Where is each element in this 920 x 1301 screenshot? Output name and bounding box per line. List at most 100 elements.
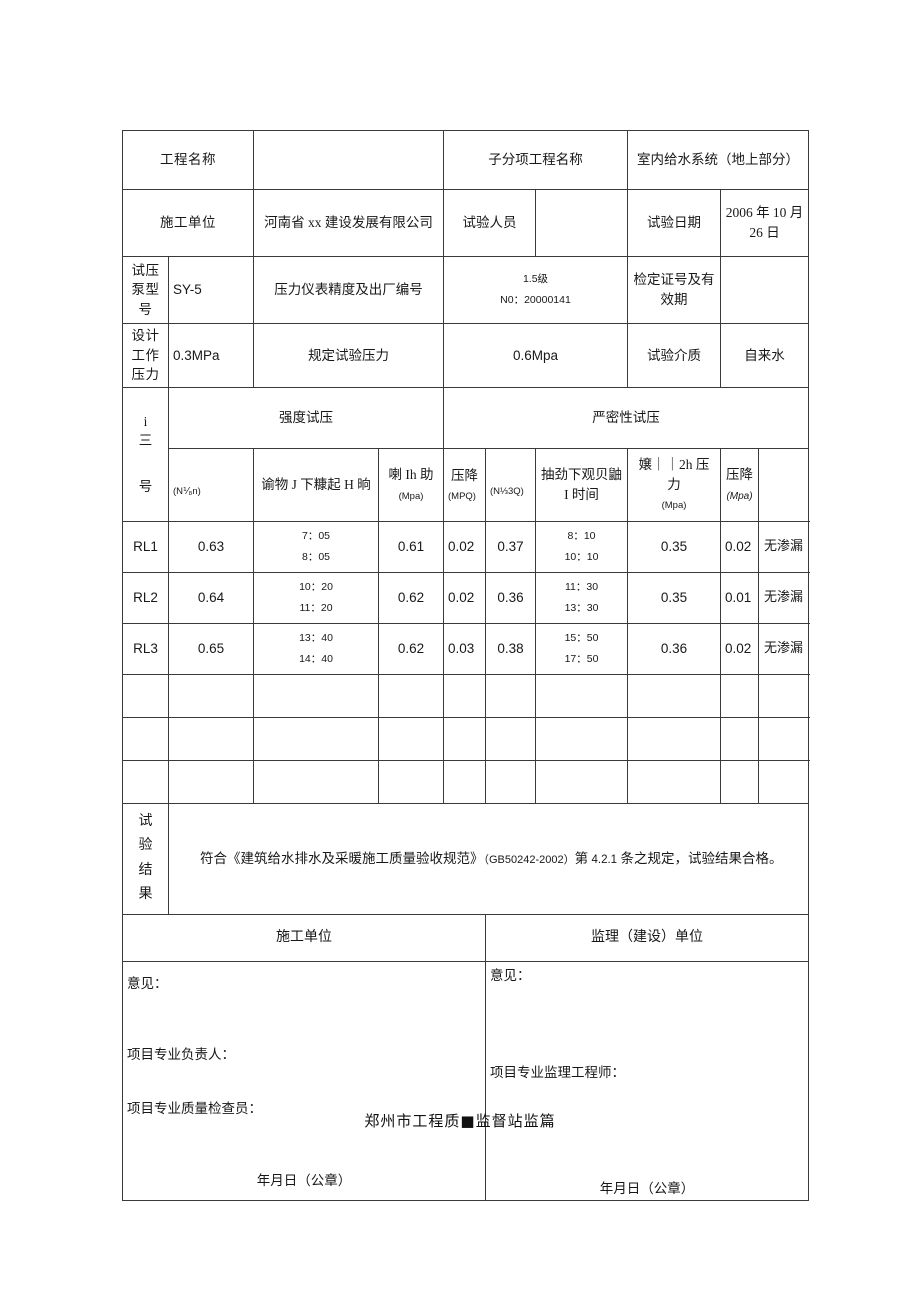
cell-no[interactable] bbox=[122, 716, 169, 761]
cell-strength-after[interactable]: 0.62 bbox=[378, 622, 444, 675]
cell-conclusion[interactable] bbox=[758, 759, 809, 804]
cell-tightness-2h[interactable]: 0.36 bbox=[627, 622, 721, 675]
cell-strength-pressure[interactable]: 0.65 bbox=[168, 622, 254, 675]
row-group-headers: i 三 号 强度试压 严密性试压 bbox=[122, 386, 809, 522]
group-header-strength: 强度试压 bbox=[168, 386, 444, 449]
cell-strength-pressure[interactable] bbox=[168, 759, 254, 804]
cell-strength-time[interactable]: 7：05 8：05 bbox=[253, 520, 379, 573]
cell-strength-after[interactable] bbox=[378, 673, 444, 718]
cell-tightness-2h[interactable] bbox=[627, 716, 721, 761]
cell-tightness-drop[interactable] bbox=[720, 673, 759, 718]
cell-tightness-pressure[interactable]: 0.36 bbox=[485, 571, 536, 624]
cell-tightness-pressure[interactable] bbox=[485, 759, 536, 804]
cell-strength-after[interactable]: 0.62 bbox=[378, 571, 444, 624]
cell-strength-after[interactable]: 0.61 bbox=[378, 520, 444, 573]
cell-conclusion[interactable]: 无渗漏 bbox=[758, 571, 809, 624]
col-header-tightness-pressure: (N⅓3Q) bbox=[485, 447, 536, 522]
cell-strength-pressure[interactable] bbox=[168, 716, 254, 761]
cell-no[interactable] bbox=[122, 673, 169, 718]
col-header-tightness-drop: 压降 (Mpa) bbox=[720, 447, 759, 522]
cell-no[interactable]: RL1 bbox=[122, 520, 169, 573]
subitem-value[interactable]: 室内给水系统（地上部分） bbox=[627, 130, 809, 190]
design-pressure-value[interactable]: 0.3MPa bbox=[168, 323, 254, 388]
col-header-strength-after-label: 喇 Ih 助 bbox=[388, 467, 434, 483]
construction-stamp-line: 年月日（公章） bbox=[256, 1172, 352, 1188]
cell-conclusion[interactable] bbox=[758, 716, 809, 761]
cell-strength-after[interactable] bbox=[378, 716, 444, 761]
col-header-tightness-2h-unit: (Mpa) bbox=[661, 500, 687, 512]
test-date-label: 试验日期 bbox=[627, 189, 721, 257]
cell-strength-time[interactable]: 13：40 14：40 bbox=[253, 622, 379, 675]
pump-model-value[interactable]: SY-5 bbox=[168, 256, 254, 324]
cell-tightness-drop[interactable]: 0.02 bbox=[720, 622, 759, 675]
cell-tightness-2h[interactable] bbox=[627, 673, 721, 718]
cell-no[interactable]: RL3 bbox=[122, 622, 169, 675]
cell-tightness-pressure[interactable] bbox=[485, 673, 536, 718]
cell-tightness-time[interactable] bbox=[535, 716, 628, 761]
cell-tightness-drop[interactable] bbox=[720, 759, 759, 804]
cell-strength-drop[interactable] bbox=[443, 716, 486, 761]
cell-no[interactable] bbox=[122, 759, 169, 804]
col-header-strength-pressure-unit: (N⅟₈n) bbox=[173, 485, 201, 497]
cell-tightness-time[interactable] bbox=[535, 759, 628, 804]
cell-tightness-pressure[interactable] bbox=[485, 716, 536, 761]
construction-unit-value[interactable]: 河南省 xx 建设发展有限公司 bbox=[253, 189, 444, 257]
cell-strength-drop[interactable] bbox=[443, 759, 486, 804]
cell-tightness-pressure[interactable]: 0.38 bbox=[485, 622, 536, 675]
pump-model-label: 试压泵型号 bbox=[122, 256, 169, 324]
cell-tightness-time[interactable]: 15：50 17：50 bbox=[535, 622, 628, 675]
cell-tightness-time[interactable]: 11：30 13：30 bbox=[535, 571, 628, 624]
col-header-strength-drop: 压降 (MPQ) bbox=[443, 447, 486, 522]
row-signature-headers: 施工单位 监理（建设）单位 bbox=[122, 913, 809, 962]
cell-strength-drop[interactable]: 0.02 bbox=[443, 520, 486, 573]
cell-strength-pressure[interactable]: 0.64 bbox=[168, 571, 254, 624]
test-result-text[interactable]: 符合《建筑给水排水及采暖施工质量验收规范》（GB50242-2002）第 4.2… bbox=[168, 802, 809, 915]
test-date-value[interactable]: 2006 年 10 月 26 日 bbox=[720, 189, 809, 257]
cell-tightness-drop[interactable]: 0.01 bbox=[720, 571, 759, 624]
cell-strength-time[interactable] bbox=[253, 673, 379, 718]
cell-tightness-drop[interactable]: 0.02 bbox=[720, 520, 759, 573]
col-header-tightness-pressure-unit: (N⅓3Q) bbox=[490, 485, 524, 497]
cell-strength-time-start: 13：40 bbox=[299, 631, 333, 644]
cell-tightness-drop[interactable] bbox=[720, 716, 759, 761]
cell-conclusion[interactable] bbox=[758, 673, 809, 718]
cell-strength-after[interactable] bbox=[378, 759, 444, 804]
construction-role-manager: 项目专业负责人： bbox=[127, 1047, 235, 1063]
cell-strength-time[interactable] bbox=[253, 759, 379, 804]
cell-tightness-2h[interactable]: 0.35 bbox=[627, 520, 721, 573]
col-header-strength-pressure: (N⅟₈n) bbox=[168, 447, 254, 522]
cell-tightness-2h[interactable]: 0.35 bbox=[627, 571, 721, 624]
cell-strength-time[interactable] bbox=[253, 716, 379, 761]
cell-tightness-time[interactable]: 8：10 10：10 bbox=[535, 520, 628, 573]
test-result-label: 试 验 结 果 bbox=[122, 802, 169, 915]
cert-label: 检定证号及有效期 bbox=[627, 256, 721, 324]
project-name-value[interactable] bbox=[253, 130, 444, 190]
tester-value[interactable] bbox=[535, 189, 628, 257]
cell-strength-drop[interactable]: 0.03 bbox=[443, 622, 486, 675]
col-header-tightness-2h: 嬢｜｜2h 压力 (Mpa) bbox=[627, 447, 721, 522]
cell-strength-time[interactable]: 10：20 11：20 bbox=[253, 571, 379, 624]
test-result-label-char: 结 bbox=[138, 862, 153, 878]
project-name-label: 工程名称 bbox=[122, 130, 254, 190]
cell-tightness-2h[interactable] bbox=[627, 759, 721, 804]
index-header-line3: 号 bbox=[138, 478, 153, 494]
cell-strength-pressure[interactable]: 0.63 bbox=[168, 520, 254, 573]
gauge-value[interactable]: 1.5级 N0：20000141 bbox=[443, 256, 628, 324]
spec-pressure-value[interactable]: 0.6Mpa bbox=[443, 323, 628, 388]
medium-value[interactable]: 自来水 bbox=[720, 323, 809, 388]
cell-tightness-time[interactable] bbox=[535, 673, 628, 718]
table-row: RL1 0.63 7：05 8：05 0.61 0.02 0.37 8：10 1… bbox=[122, 520, 809, 573]
spec-pressure-label: 规定试验压力 bbox=[253, 323, 444, 388]
cell-tightness-pressure[interactable]: 0.37 bbox=[485, 520, 536, 573]
col-header-strength-time-label: 谕物 J 下糠起 H 晌 bbox=[261, 476, 371, 492]
cell-no[interactable]: RL2 bbox=[122, 571, 169, 624]
cell-strength-pressure[interactable] bbox=[168, 673, 254, 718]
signature-block-construction[interactable]: 意见： 项目专业负责人： 项目专业质量检查员： 年月日（公章） bbox=[122, 960, 486, 1202]
cert-value[interactable] bbox=[720, 256, 809, 324]
cell-conclusion[interactable]: 无渗漏 bbox=[758, 520, 809, 573]
cell-tightness-time-end: 17：50 bbox=[564, 652, 599, 665]
cell-strength-drop[interactable] bbox=[443, 673, 486, 718]
signature-block-supervision[interactable]: 意见： 项目专业监理工程师： 年月日（公章） bbox=[485, 960, 809, 1202]
cell-strength-drop[interactable]: 0.02 bbox=[443, 571, 486, 624]
cell-conclusion[interactable]: 无渗漏 bbox=[758, 622, 809, 675]
